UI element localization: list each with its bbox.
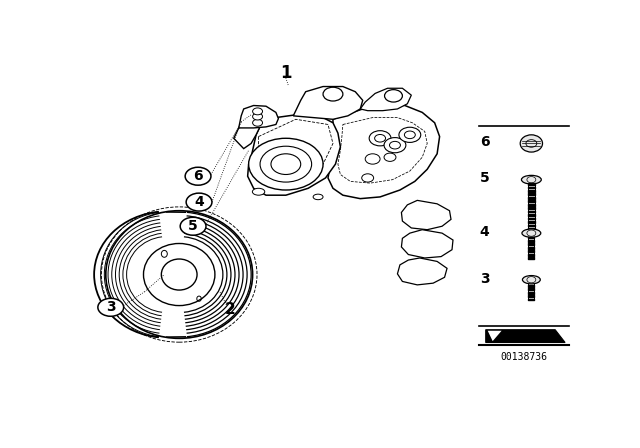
- Ellipse shape: [522, 175, 541, 184]
- Ellipse shape: [522, 229, 541, 237]
- Polygon shape: [486, 330, 565, 342]
- Circle shape: [399, 127, 420, 142]
- Polygon shape: [248, 114, 340, 195]
- Polygon shape: [397, 258, 447, 285]
- Circle shape: [253, 108, 262, 115]
- Text: 6: 6: [193, 169, 203, 183]
- Circle shape: [385, 90, 403, 102]
- Polygon shape: [293, 86, 363, 119]
- Circle shape: [253, 119, 262, 126]
- Circle shape: [384, 153, 396, 161]
- Polygon shape: [328, 104, 440, 198]
- Text: 5: 5: [188, 219, 198, 233]
- Text: 4: 4: [480, 225, 490, 239]
- Text: 00138736: 00138736: [500, 352, 547, 362]
- Polygon shape: [360, 88, 412, 111]
- Text: 3: 3: [106, 300, 116, 314]
- Circle shape: [365, 154, 380, 164]
- Circle shape: [249, 138, 323, 190]
- Circle shape: [186, 193, 212, 211]
- Circle shape: [180, 217, 206, 235]
- Polygon shape: [239, 106, 278, 128]
- Polygon shape: [488, 331, 502, 341]
- Circle shape: [384, 138, 406, 153]
- Text: 3: 3: [480, 271, 490, 286]
- Polygon shape: [401, 200, 451, 230]
- Text: 2: 2: [225, 302, 235, 317]
- Circle shape: [185, 167, 211, 185]
- Circle shape: [98, 298, 124, 316]
- Polygon shape: [234, 123, 261, 149]
- Polygon shape: [401, 230, 453, 258]
- Text: 1: 1: [280, 64, 292, 82]
- Circle shape: [271, 154, 301, 174]
- Ellipse shape: [106, 211, 253, 338]
- Ellipse shape: [161, 259, 197, 290]
- Ellipse shape: [313, 194, 323, 200]
- Circle shape: [369, 131, 391, 146]
- Circle shape: [253, 113, 262, 120]
- Circle shape: [404, 131, 415, 138]
- Text: 6: 6: [480, 135, 490, 149]
- Ellipse shape: [520, 135, 543, 152]
- Ellipse shape: [143, 244, 215, 306]
- Ellipse shape: [522, 276, 540, 284]
- Circle shape: [362, 174, 374, 182]
- Text: 4: 4: [194, 195, 204, 209]
- Circle shape: [374, 134, 385, 142]
- Circle shape: [323, 87, 343, 101]
- Circle shape: [260, 146, 312, 182]
- Text: 5: 5: [480, 171, 490, 185]
- Ellipse shape: [252, 188, 265, 195]
- Circle shape: [390, 142, 401, 149]
